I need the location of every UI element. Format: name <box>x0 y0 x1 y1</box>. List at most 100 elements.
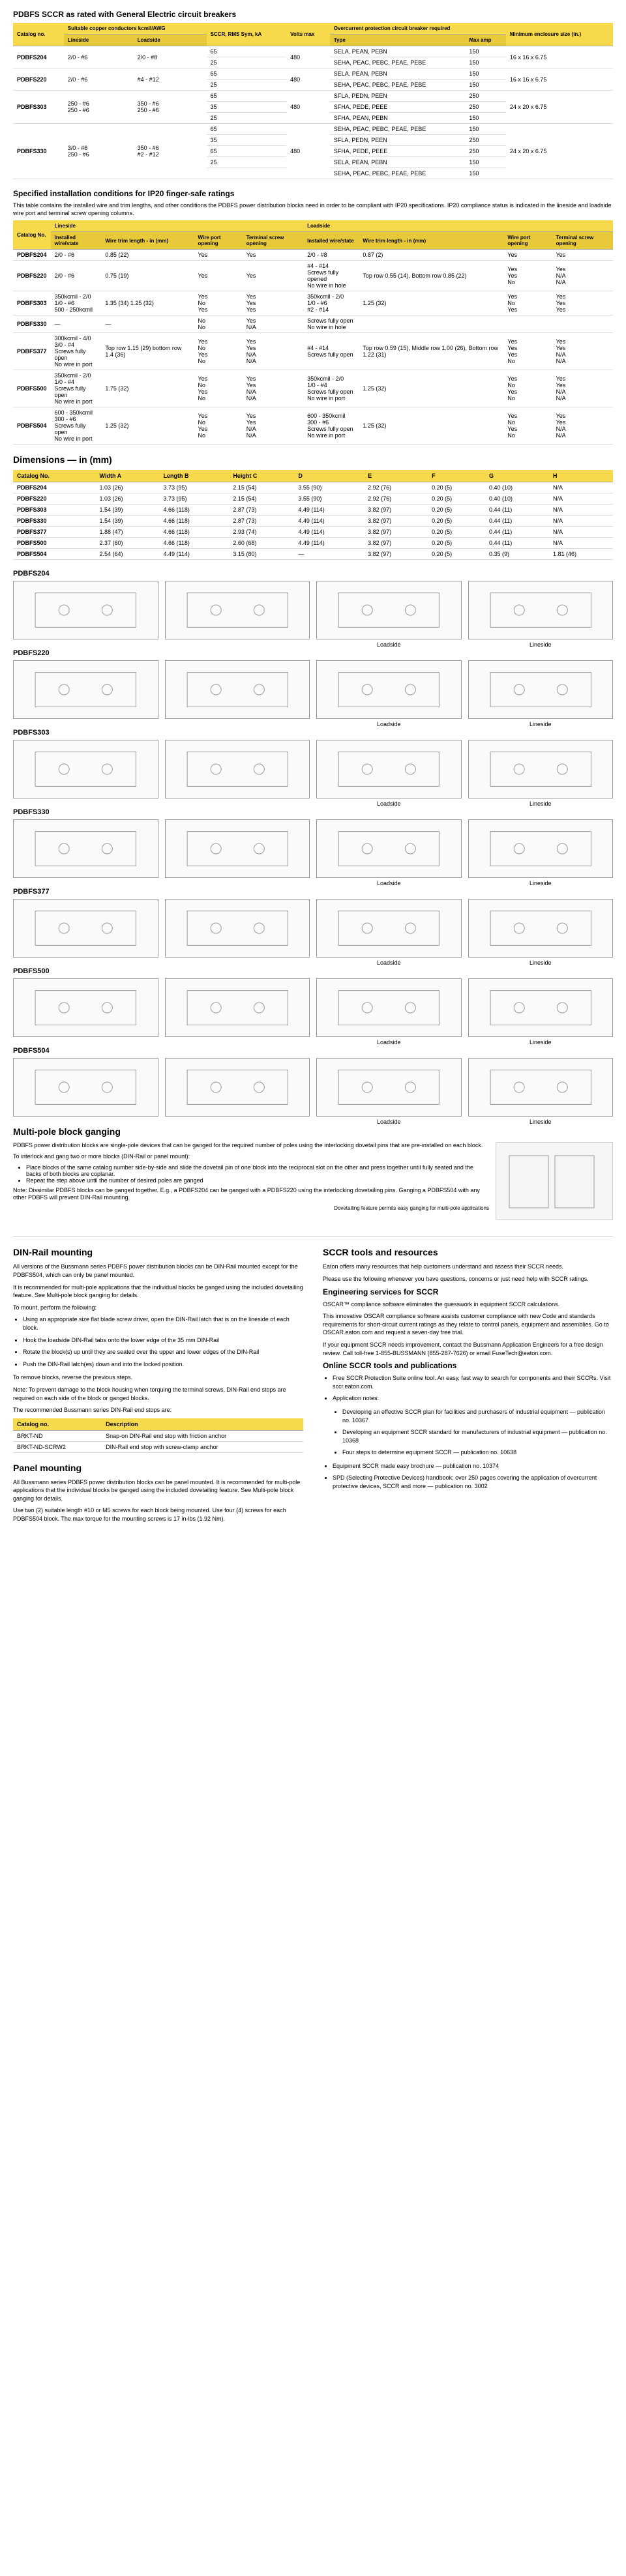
table-row: PDBFS2201.03 (26)3.73 (95)2.15 (54)3.55 … <box>13 493 613 505</box>
diagram: Lineside <box>468 819 614 878</box>
diagram-label: Loadside <box>377 880 401 886</box>
diagram <box>165 978 310 1037</box>
th-enc: Minimum enclosure size (in.) <box>506 23 613 46</box>
diagram-label: Lineside <box>529 1119 552 1125</box>
th: Height C <box>229 470 294 482</box>
th: Description <box>102 1418 303 1431</box>
diagram: Loadside <box>316 1058 462 1117</box>
diagram <box>13 581 158 639</box>
li: Using an appropriate size flat blade scr… <box>23 1315 303 1332</box>
dim-title: Dimensions — in (mm) <box>13 454 613 465</box>
p: It is recommended for multi-pole applica… <box>13 1283 303 1300</box>
diagram: Lineside <box>468 1058 614 1117</box>
th: Installed wire/state <box>51 232 102 250</box>
diagram-label: Lineside <box>529 641 552 648</box>
th-volts: Volts max <box>286 23 330 46</box>
table-row: BRKT-NDSnap-on DIN-Rail end stop with fr… <box>13 1430 303 1441</box>
product-label: PDBFS303 <box>13 729 626 737</box>
li: Free SCCR Protection Suite online tool. … <box>333 1374 613 1390</box>
th-rms: SCCR, RMS Sym, kA <box>207 23 287 46</box>
table-row: PDBFS5042.54 (64)4.49 (114)3.15 (80)—3.8… <box>13 549 613 560</box>
th: Wire trim length - in (mm) <box>101 232 194 250</box>
th: F <box>428 470 485 482</box>
th: Terminal screw opening <box>552 232 613 250</box>
h: Online SCCR tools and publications <box>323 1361 613 1370</box>
table-row: PDBFS3031.54 (39)4.66 (118)2.87 (73)4.49… <box>13 505 613 516</box>
table-row: PDBFS3301.54 (39)4.66 (118)2.87 (73)4.49… <box>13 516 613 527</box>
diagram: Loadside <box>316 819 462 878</box>
diagram-row: LoadsideLineside <box>13 740 613 798</box>
th-type: Type <box>330 35 466 46</box>
p: Use two (2) suitable length #10 or M5 sc… <box>13 1506 303 1523</box>
p: This innovative OSCAR compliance softwar… <box>323 1312 613 1337</box>
diagram-label: Loadside <box>377 1119 401 1125</box>
product-label: PDBFS500 <box>13 967 626 975</box>
product-label: PDBFS377 <box>13 888 626 896</box>
table-row: PDBFS3303/0 - #6 250 - #6350 - #6 #2 - #… <box>13 124 613 135</box>
p: All Bussmann series PDBFS power distribu… <box>13 1478 303 1503</box>
ganging-image <box>496 1142 613 1220</box>
diagram: Lineside <box>468 581 614 639</box>
th: Loadside <box>303 220 613 232</box>
diagram-label: Lineside <box>529 1039 552 1046</box>
table-row: PDBFS2042/0 - #62/0 - #865480SELA, PEAN,… <box>13 46 613 57</box>
th-ocp: Overcurrent protection circuit breaker r… <box>330 23 506 35</box>
diagram-row: LoadsideLineside <box>13 819 613 878</box>
product-label: PDBFS504 <box>13 1047 626 1055</box>
table-row: PDBFS303250 - #6 250 - #6350 - #6 250 - … <box>13 91 613 102</box>
diagram-label: Lineside <box>529 959 552 966</box>
li: Application notes: <box>333 1394 613 1403</box>
diagram-label: Lineside <box>529 721 552 727</box>
table-row: PDBFS5002.37 (60)4.66 (118)2.60 (68)4.49… <box>13 538 613 549</box>
ip20-note: This table contains the installed wire a… <box>13 202 613 217</box>
li: Equipment SCCR made easy brochure — publ… <box>333 1462 613 1471</box>
diagram <box>13 819 158 878</box>
li: Developing an effective SCCR plan for fa… <box>342 1408 613 1424</box>
p: The recommended Bussmann series DIN-Rail… <box>13 1406 303 1414</box>
th-cond: Suitable copper conductors kcmil/AWG <box>64 23 207 35</box>
dim-table: Catalog No.Width ALength BHeight CDEFGH … <box>13 470 613 560</box>
diagram <box>165 660 310 719</box>
diagram-row: LoadsideLineside <box>13 581 613 639</box>
product-label: PDBFS220 <box>13 649 626 657</box>
bracket-table: Catalog no.Description BRKT-NDSnap-on DI… <box>13 1418 303 1453</box>
p: To remove blocks, reverse the previous s… <box>13 1373 303 1382</box>
table-row: PDBFS500350kcmil - 2/0 1/0 - #4 Screws f… <box>13 370 613 407</box>
diagram: Loadside <box>316 978 462 1037</box>
diagram <box>165 899 310 958</box>
diagram-row: LoadsideLineside <box>13 1058 613 1117</box>
diagram <box>165 819 310 878</box>
p: Note: To prevent damage to the block hou… <box>13 1386 303 1402</box>
diagram-label: Lineside <box>529 880 552 886</box>
table-row: PDBFS2202/0 - #60.75 (19)YesYes#4 - #14 … <box>13 261 613 291</box>
th-line: Lineside <box>64 35 134 46</box>
table-row: PDBFS330——No NoYes N/AScrews fully open … <box>13 315 613 333</box>
diagram-label: Loadside <box>377 1039 401 1046</box>
diagram: Lineside <box>468 660 614 719</box>
table-row: PDBFS504600 - 350kcmil 300 - #6 Screws f… <box>13 407 613 445</box>
th: Catalog no. <box>13 1418 102 1431</box>
th: Wire port opening <box>503 232 552 250</box>
diagram-label: Lineside <box>529 800 552 807</box>
li: Rotate the block(s) up until they are se… <box>23 1348 303 1356</box>
th: H <box>549 470 613 482</box>
h: Engineering services for SCCR <box>323 1287 613 1296</box>
diagram: Lineside <box>468 899 614 958</box>
li: SPD (Selecting Protective Devices) handb… <box>333 1474 613 1490</box>
diagram <box>13 899 158 958</box>
diagram <box>165 1058 310 1117</box>
th: Wire trim length - in (mm) <box>359 232 503 250</box>
diagram: Loadside <box>316 899 462 958</box>
ip20-table: Catalog No. Lineside Loadside Installed … <box>13 220 613 445</box>
table-row: BRKT-ND-SCRW2DIN-Rail end stop with scre… <box>13 1441 303 1452</box>
th: Catalog No. <box>13 470 96 482</box>
p: OSCAR™ compliance software eliminates th… <box>323 1300 613 1309</box>
diagram: Loadside <box>316 581 462 639</box>
p: All versions of the Bussmann series PDBF… <box>13 1263 303 1279</box>
diagram: Loadside <box>316 740 462 798</box>
diagram <box>13 1058 158 1117</box>
sccrtools-title: SCCR tools and resources <box>323 1247 613 1257</box>
diagram: Loadside <box>316 660 462 719</box>
p: To mount, perform the following: <box>13 1304 303 1312</box>
table-row: PDBFS3771.88 (47)4.66 (118)2.93 (74)4.49… <box>13 527 613 538</box>
